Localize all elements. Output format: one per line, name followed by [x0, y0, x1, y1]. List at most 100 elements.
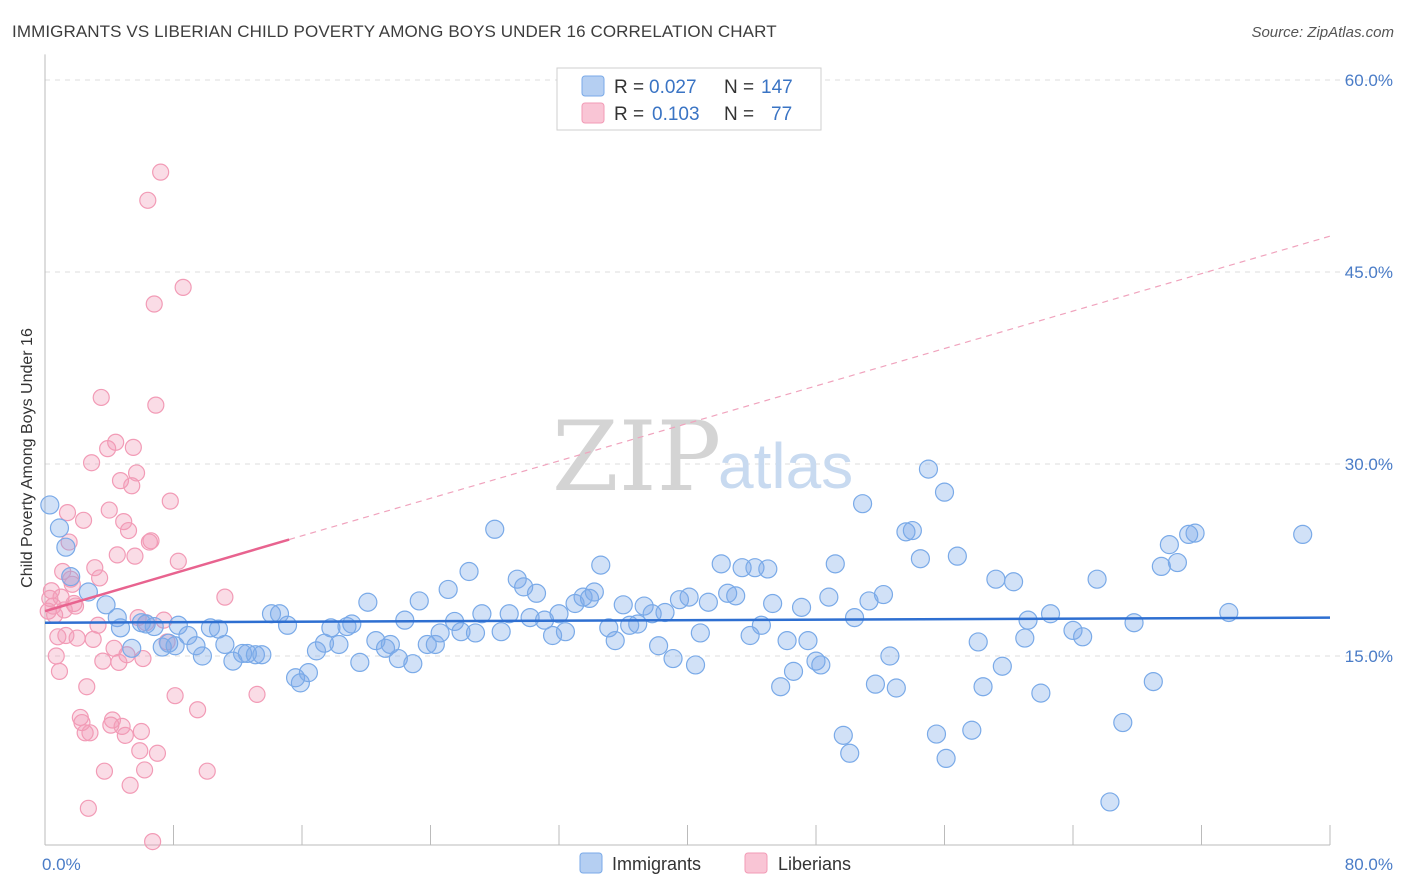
immigrants-point — [573, 587, 593, 607]
immigrants-point — [844, 607, 865, 628]
immigrants-point — [507, 569, 527, 589]
immigrants-point — [962, 720, 982, 740]
immigrants-point — [771, 677, 791, 697]
immigrants-point — [245, 645, 266, 665]
immigrants-point — [366, 631, 386, 651]
legend-swatch-immigrants — [581, 75, 605, 97]
immigrants-point — [902, 520, 922, 541]
immigrants-point — [451, 622, 471, 642]
watermark-atlas: atlas — [718, 430, 853, 502]
y-tick-label: 15.0% — [1345, 647, 1393, 666]
immigrants-point — [237, 643, 257, 664]
immigrants-point — [1159, 535, 1179, 555]
bottom-legend-swatch-immigrants — [579, 852, 603, 874]
liberians-point — [148, 744, 167, 762]
source-credit: Source: ZipAtlas.com — [1251, 24, 1394, 41]
immigrants-point — [200, 618, 221, 638]
immigrants-point — [992, 656, 1012, 676]
immigrants-point — [1167, 552, 1188, 573]
liberians-point — [82, 454, 101, 472]
legend-r-value: 0.103 — [652, 104, 700, 125]
immigrants-point — [555, 622, 576, 642]
immigrants-point — [49, 518, 70, 538]
gridlines — [45, 79, 1395, 657]
immigrants-point — [936, 748, 956, 769]
liberians-point — [131, 742, 149, 760]
immigrants-point — [388, 648, 408, 669]
immigrants-trendline — [44, 616, 1331, 624]
immigrants-point — [763, 593, 783, 614]
liberians-point — [95, 762, 114, 780]
immigrants-point — [679, 587, 699, 607]
immigrants-point — [329, 634, 349, 655]
immigrants-point — [144, 616, 164, 637]
immigrants-point — [425, 634, 445, 655]
liberians-point — [121, 776, 139, 794]
immigrants-point — [1063, 620, 1083, 641]
liberians-point — [58, 504, 77, 522]
immigrants-point — [549, 604, 569, 624]
y-tick-labels: 15.0% 30.0% 45.0% 60.0% — [1345, 71, 1393, 666]
immigrants-point — [833, 725, 853, 745]
liberians-point — [139, 191, 157, 209]
immigrants-point — [1179, 524, 1199, 545]
immigrants-point — [926, 724, 947, 744]
immigrants-point — [298, 663, 319, 683]
immigrants-point — [825, 554, 845, 574]
liberians-point — [116, 726, 134, 744]
immigrants-point — [865, 674, 886, 694]
immigrants-point — [873, 584, 894, 605]
immigrants-point — [1018, 610, 1038, 630]
immigrants-point — [306, 641, 327, 661]
liberians-point — [91, 569, 109, 587]
liberians-point — [115, 512, 133, 531]
immigrants-point — [40, 495, 60, 515]
liberians-point — [79, 799, 97, 817]
legend-n-label: N = — [724, 104, 754, 125]
legend-n-value: 77 — [771, 104, 792, 125]
immigrants-point — [698, 592, 718, 612]
immigrants-point — [798, 631, 818, 651]
immigrants-point — [215, 634, 235, 655]
liberians-point — [92, 388, 110, 407]
immigrants-point — [968, 632, 988, 652]
immigrants-point — [726, 586, 746, 606]
immigrants-point — [192, 646, 213, 666]
liberians-point — [123, 477, 141, 495]
immigrants-point — [791, 597, 812, 617]
immigrants-point — [1100, 792, 1120, 812]
immigrants-point — [290, 673, 310, 693]
watermark-zip: ZIP — [552, 401, 721, 513]
immigrants-point — [321, 618, 341, 638]
liberians-trendline — [44, 538, 290, 613]
immigrants-point — [613, 595, 633, 615]
immigrants-point — [1143, 671, 1163, 692]
x-tick-label: 80.0% — [1345, 855, 1393, 874]
legend-bottom: Immigrants Liberians — [579, 852, 851, 874]
immigrants-point — [758, 559, 778, 579]
immigrants-point — [663, 648, 683, 669]
immigrants-point — [417, 634, 437, 655]
liberians-point — [216, 588, 234, 606]
liberians-point — [94, 652, 112, 670]
immigrants-point — [459, 561, 479, 582]
liberians-points — [39, 163, 266, 851]
liberians-point — [132, 722, 150, 741]
immigrants-point — [1113, 712, 1133, 733]
liberians-point — [198, 762, 216, 780]
liberians-point — [63, 575, 81, 593]
legend-top: R = 0.027 N = 147 R = 0.103 N = 77 — [556, 67, 822, 131]
liberians-point — [50, 662, 69, 680]
y-tick-label: 45.0% — [1345, 263, 1393, 282]
immigrants-point — [655, 602, 675, 623]
liberians-point — [119, 521, 138, 540]
liberians-point — [161, 492, 179, 510]
liberians-point — [47, 647, 65, 665]
immigrants-point — [1015, 628, 1035, 648]
immigrants-point — [690, 623, 710, 643]
immigrants-point — [1124, 613, 1144, 633]
immigrants-point — [840, 743, 860, 763]
immigrants-point — [711, 554, 731, 574]
liberians-point — [111, 472, 130, 490]
